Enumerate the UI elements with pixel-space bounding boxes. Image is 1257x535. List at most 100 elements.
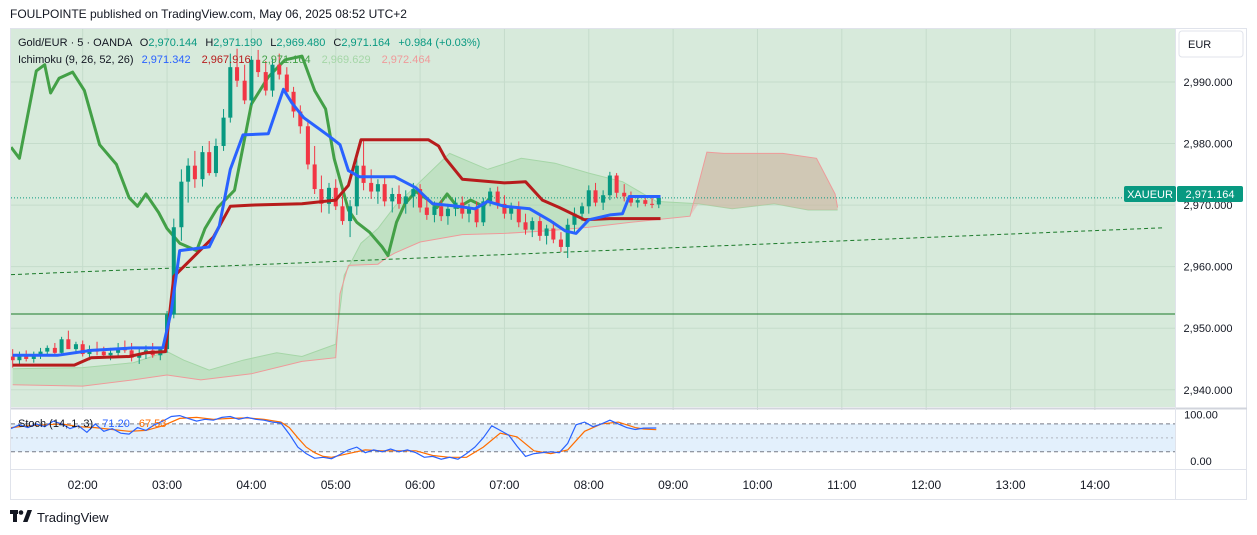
- candle: [333, 179, 338, 210]
- candle: [186, 158, 191, 203]
- price-tag-symbol: XAUEUR: [1127, 189, 1173, 201]
- candle-body: [45, 347, 50, 352]
- time-tick-label: 07:00: [489, 478, 519, 492]
- currency-button-label[interactable]: EUR: [1188, 39, 1211, 51]
- candle: [628, 191, 633, 207]
- candle: [326, 182, 332, 214]
- candle: [418, 184, 423, 213]
- candle-body: [24, 355, 29, 359]
- stoch-tick-label: 0.00: [1190, 456, 1211, 468]
- candle-body: [129, 350, 134, 358]
- price-tag: XAUEUR 2,971.164: [1124, 186, 1243, 202]
- candle-body: [221, 117, 226, 146]
- main-legend: Gold/EUR · 5 · OANDA O2,970.144 H2,971.1…: [18, 37, 480, 430]
- candle-body: [481, 201, 486, 223]
- candle: [390, 187, 395, 213]
- currency-button-bg[interactable]: [1178, 30, 1244, 58]
- candle-body: [137, 354, 142, 358]
- legend-low: 2,969.480: [276, 37, 325, 49]
- legend-close: 2,971.164: [341, 37, 390, 49]
- ichimoku-tenkan-value: 2,971.342: [142, 54, 191, 66]
- price-tag-price: 2,971.164: [1186, 189, 1235, 201]
- candle: [551, 221, 556, 244]
- candle-body: [116, 347, 121, 353]
- candle-body: [439, 206, 444, 217]
- time-tick-label: 09:00: [658, 478, 688, 492]
- candle: [593, 182, 598, 207]
- candle-body: [488, 191, 493, 202]
- candle: [319, 175, 324, 213]
- price-axis[interactable]: 2,990.000 2,980.000 2,970.000 2,960.000 2,95…: [1184, 77, 1233, 397]
- ichimoku-name[interactable]: Ichimoku (9, 26, 52, 26): [18, 54, 134, 66]
- tenkan-path: [12, 87, 661, 357]
- candle: [298, 105, 303, 134]
- candle: [474, 201, 479, 228]
- chikou-path: [11, 54, 493, 258]
- candle-body: [650, 203, 655, 205]
- candle-body: [235, 67, 240, 81]
- candle: [284, 67, 289, 97]
- time-tick-label: 05:00: [321, 478, 351, 492]
- candle: [565, 218, 570, 259]
- candle-body: [411, 189, 416, 197]
- candle-body: [277, 64, 282, 75]
- candle: [59, 336, 64, 356]
- candle: [424, 197, 429, 220]
- candle: [530, 217, 535, 238]
- candle-body: [418, 189, 423, 208]
- stoch-legend: Stoch (14, 1, 3) 71.20 67.53: [18, 418, 166, 430]
- legend-high: 2,971.190: [213, 37, 262, 49]
- cloud-fill: [12, 152, 838, 387]
- candle: [270, 58, 275, 97]
- candle: [242, 64, 247, 105]
- candle-body: [312, 164, 317, 190]
- footer-brand[interactable]: TradingView: [10, 510, 109, 525]
- candle-body: [354, 165, 359, 207]
- stoch-k-path: [11, 414, 657, 460]
- ichimoku-span-b-value: 2,972.464: [382, 54, 431, 66]
- candle-body: [396, 193, 402, 204]
- legend-row-2: Ichimoku (9, 26, 52, 26) 2,971.342 2,967…: [18, 54, 431, 66]
- candle: [45, 345, 50, 356]
- candle-body: [643, 200, 648, 204]
- legend-c-label: C: [333, 37, 341, 49]
- candle: [572, 207, 577, 233]
- candle-body: [466, 208, 472, 214]
- candle-body: [17, 355, 22, 361]
- candle-body: [213, 145, 218, 174]
- candle: [179, 169, 184, 241]
- candle: [277, 53, 282, 80]
- legend-change: +0.984 (+0.03%): [398, 37, 480, 49]
- candle: [650, 197, 655, 209]
- legend-symbol[interactable]: Gold/EUR · 5 · OANDA: [18, 37, 133, 49]
- candle: [38, 347, 43, 359]
- candle-body: [424, 207, 429, 215]
- time-axis[interactable]: 02:00 03:00 04:00 05:00 06:00 07:00 08:00 09:00…: [68, 478, 1111, 492]
- candle: [207, 141, 212, 176]
- time-tick-label: 04:00: [236, 478, 266, 492]
- candle-body: [558, 239, 563, 247]
- candle-body: [228, 67, 233, 118]
- stoch-name[interactable]: Stoch (14, 1, 3): [18, 418, 93, 430]
- candle-body: [369, 182, 374, 192]
- candle-body: [601, 195, 606, 203]
- candle-body: [551, 228, 556, 240]
- stoch-k-line: [11, 414, 657, 460]
- candle: [312, 145, 317, 194]
- candle-body: [80, 344, 85, 355]
- candle-body: [298, 111, 303, 127]
- time-tick-label: 08:00: [574, 478, 604, 492]
- candle-body: [403, 196, 408, 204]
- price-tick-label: 2,950.000: [1184, 323, 1233, 335]
- time-tick-label: 02:00: [68, 478, 98, 492]
- currency-button[interactable]: EUR: [1178, 30, 1244, 58]
- candle-body: [249, 59, 254, 101]
- candle: [601, 190, 606, 210]
- legend-open: 2,970.144: [148, 37, 197, 49]
- candle-body: [66, 339, 71, 350]
- price-tick-label: 2,970.000: [1184, 200, 1233, 212]
- chart-frame[interactable]: [10, 28, 1247, 500]
- candle-body: [263, 72, 268, 91]
- trend-line: [11, 227, 1163, 276]
